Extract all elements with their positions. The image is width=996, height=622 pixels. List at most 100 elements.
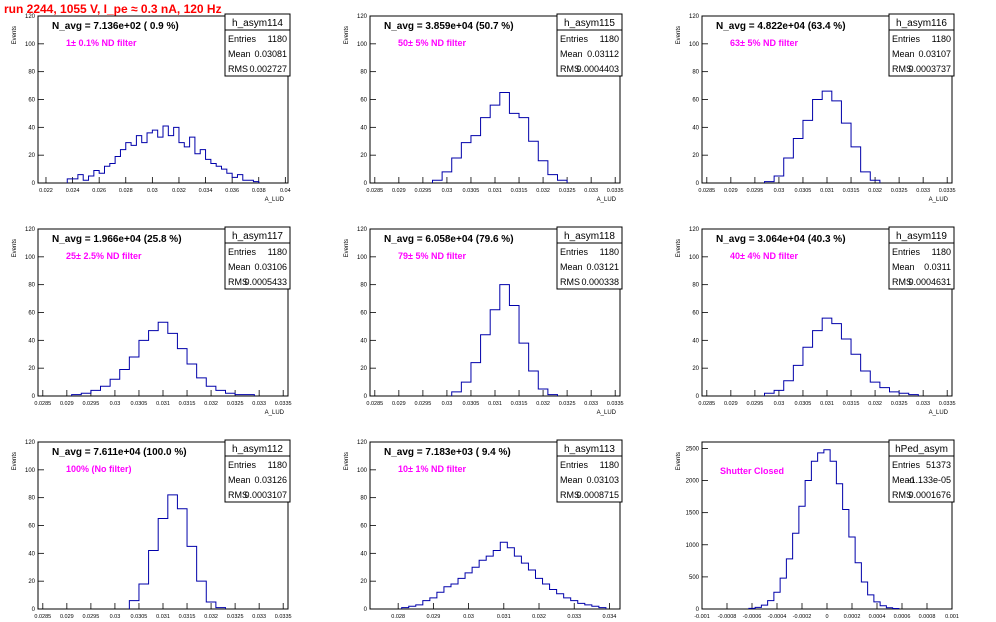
x-tick-label: 0.022 — [39, 188, 53, 194]
x-tick-label: 0.029 — [60, 401, 74, 407]
y-axis-title: Events — [344, 26, 350, 44]
stat-key: Mean — [228, 475, 251, 485]
x-tick-label: -0.001 — [694, 614, 710, 620]
x-tick-label: 0.0335 — [275, 614, 292, 620]
x-axis-title: A_LUD — [929, 197, 949, 203]
x-tick-label: 0 — [825, 614, 828, 620]
y-tick-label: 100 — [357, 468, 368, 474]
x-tick-label: 0.0315 — [179, 401, 196, 407]
y-tick-label: 120 — [25, 227, 36, 233]
x-tick-label: 0.0315 — [511, 188, 528, 194]
y-axis-title: Events — [344, 452, 350, 470]
y-tick-label: 80 — [360, 283, 367, 289]
stat-value: 1180 — [932, 247, 951, 257]
y-tick-label: 80 — [28, 70, 35, 76]
stat-key: RMS — [228, 490, 248, 500]
x-tick-label: 0.0305 — [131, 614, 148, 620]
histogram-name: h_asym115 — [564, 18, 615, 29]
x-tick-label: 0.0285 — [34, 401, 51, 407]
x-tick-label: 0.038 — [252, 188, 266, 194]
histogram-name: h_asym113 — [564, 444, 615, 455]
stats-box — [888, 29, 955, 77]
x-tick-label: 0.029 — [724, 401, 738, 407]
y-tick-label: 40 — [692, 338, 699, 344]
x-tick-label: 0.04 — [280, 188, 291, 194]
stat-key: Mean — [560, 262, 583, 272]
stat-key: Entries — [560, 34, 589, 44]
stats-box — [224, 455, 291, 503]
y-tick-label: 120 — [357, 14, 368, 20]
stat-value: 0.0003107 — [244, 490, 287, 500]
x-tick-label: 0.0008 — [919, 614, 936, 620]
histogram-name: h_asym118 — [564, 231, 615, 242]
x-tick-label: 0.0335 — [939, 188, 956, 194]
x-tick-label: 0.0285 — [34, 614, 51, 620]
y-tick-label: 60 — [28, 524, 35, 530]
stat-value: 1180 — [268, 247, 287, 257]
x-tick-label: 0.0305 — [795, 188, 812, 194]
stat-value: 1180 — [600, 34, 619, 44]
x-tick-label: 0.03 — [442, 401, 453, 407]
y-tick-label: 120 — [25, 440, 36, 446]
y-axis-title: Events — [676, 452, 682, 470]
x-tick-label: 0.033 — [567, 614, 581, 620]
x-tick-label: 0.0315 — [511, 401, 528, 407]
y-tick-label: 40 — [360, 125, 367, 131]
histogram-line — [764, 317, 919, 396]
y-tick-label: 1000 — [686, 543, 700, 549]
x-tick-label: 0.031 — [820, 401, 834, 407]
x-tick-label: 0.029 — [426, 614, 440, 620]
y-tick-label: 100 — [25, 42, 36, 48]
stat-key: Mean — [892, 475, 915, 485]
x-tick-label: 0.0285 — [366, 401, 383, 407]
histogram-line — [748, 449, 900, 609]
x-tick-label: 0.0006 — [894, 614, 911, 620]
x-tick-label: 0.031 — [820, 188, 834, 194]
y-tick-label: 100 — [25, 468, 36, 474]
x-tick-label: 0.0335 — [275, 401, 292, 407]
histogram-panel-h_asym117: 0 20 40 60 80 100 120 Events 0.0285 0.029 0.0295 0.… — [12, 226, 292, 416]
x-tick-label: 0.0295 — [746, 401, 763, 407]
stat-value: 0.0003737 — [908, 64, 951, 74]
histogram-line — [71, 321, 255, 396]
histogram-name: h_asym112 — [232, 444, 283, 455]
y-tick-label: 20 — [692, 153, 699, 159]
y-tick-label: 60 — [692, 311, 699, 317]
stats-box — [888, 242, 955, 290]
y-tick-label: 40 — [28, 338, 35, 344]
x-tick-label: 0.031 — [488, 188, 502, 194]
y-tick-label: 80 — [692, 70, 699, 76]
y-axis-title: Events — [676, 239, 682, 257]
y-tick-label: 80 — [360, 70, 367, 76]
filter-annotation: 25± 2.5% ND filter — [66, 251, 142, 261]
y-tick-label: 60 — [360, 311, 367, 317]
stat-key: RMS — [892, 277, 912, 287]
navg-label: N_avg = 4.822e+04 (63.4 %) — [716, 21, 846, 32]
x-tick-label: 0.0335 — [607, 188, 624, 194]
y-tick-label: 120 — [689, 14, 700, 20]
stats-box — [224, 29, 291, 77]
stat-value: 0.0311 — [924, 262, 951, 272]
stat-value: 0.0001676 — [908, 490, 951, 500]
histogram-line — [128, 494, 226, 609]
x-tick-label: 0.032 — [204, 614, 218, 620]
stat-key: Entries — [228, 247, 257, 257]
filter-annotation: 100% (No filter) — [66, 464, 132, 474]
filter-annotation: 79± 5% ND filter — [398, 251, 466, 261]
x-tick-label: 0.036 — [225, 188, 239, 194]
y-tick-label: 40 — [28, 551, 35, 557]
stat-key: Entries — [892, 34, 921, 44]
stat-key: Entries — [892, 247, 921, 257]
y-tick-label: 120 — [689, 227, 700, 233]
y-tick-label: 120 — [357, 227, 368, 233]
stat-value: 1180 — [600, 247, 619, 257]
stat-value: 1180 — [932, 34, 951, 44]
stat-value: 0.03112 — [587, 49, 619, 59]
stat-key: RMS — [892, 490, 912, 500]
filter-annotation: Shutter Closed — [720, 466, 784, 476]
y-tick-label: 100 — [689, 255, 700, 261]
y-tick-label: 60 — [28, 311, 35, 317]
histogram-name: h_asym119 — [896, 231, 947, 242]
